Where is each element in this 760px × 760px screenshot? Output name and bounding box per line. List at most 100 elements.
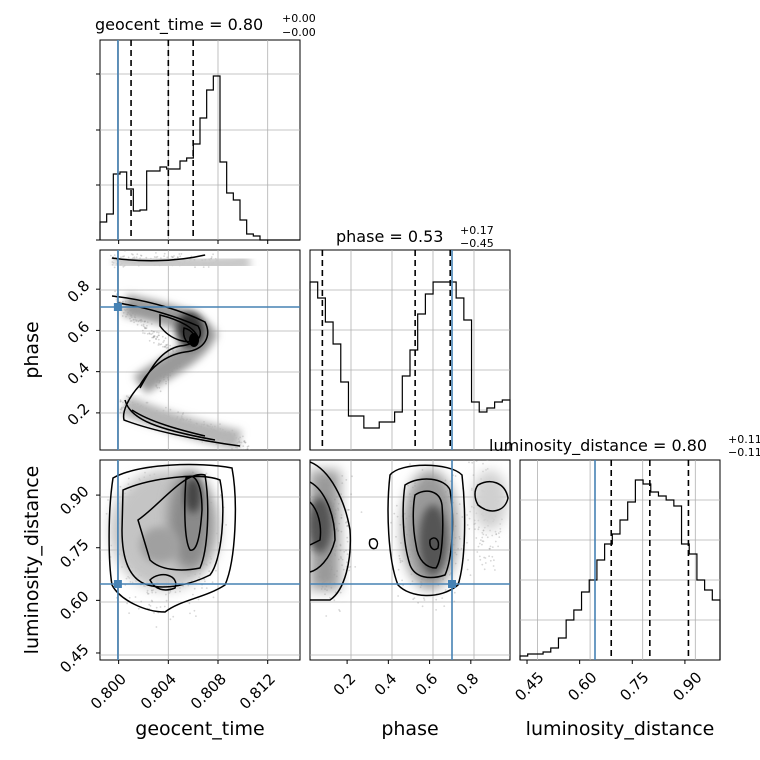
xtick-labels-luminosity: 0.45 0.60 0.75 0.90 [511, 668, 705, 704]
scatter-pt-gp-522 [120, 408, 123, 411]
ytick-labels-luminosity: 0.45 0.60 0.75 0.90 [56, 482, 92, 676]
ytick-label-phase-2: 0.6 [64, 318, 94, 348]
scatter-pt-pl-377 [346, 524, 349, 527]
scatter-pt-gl-527 [203, 578, 206, 581]
scatter-pt-gp-143 [163, 252, 166, 255]
ytick-labels-phase: 0.2 0.4 0.6 0.8 [64, 277, 94, 430]
scatter-pt-gp-409 [150, 333, 153, 336]
scatter-pt-pl-30 [395, 504, 398, 507]
scatter-pt-gp-303 [144, 327, 147, 329]
scatter-pt-gp-255 [165, 347, 168, 349]
scatter-pt-pl-505 [346, 540, 349, 543]
scatter-pt-gp-408 [180, 253, 183, 255]
scatter-pt-pl-185 [407, 484, 409, 487]
scatter-pt-gl-340 [187, 584, 190, 587]
scatter-pt-gp-100 [141, 320, 144, 322]
scatter-pt-gl-648 [148, 603, 151, 606]
scatter-pt-pl-327 [474, 522, 477, 525]
density-geocent-time-luminosity [110, 470, 220, 590]
scatter-pt-gp-425 [155, 337, 157, 340]
quantiles-phase [321, 250, 452, 450]
scatter-pt-gl-130 [174, 591, 177, 594]
scatter-pt-gp-38 [153, 335, 156, 337]
scatter-pt-pl-436 [457, 547, 459, 550]
scatter-pt-pl-395 [339, 544, 342, 547]
xtick-label-lum-3: 0.90 [669, 668, 705, 704]
scatter-pt-gl-29 [127, 483, 130, 485]
diag-panel-luminosity-distance: luminosity_distance = 0.80 +0.11 −0.11 [489, 433, 760, 664]
title-sub-luminosity-distance: −0.11 [728, 446, 760, 459]
ylabel-luminosity-distance: luminosity_distance [21, 466, 43, 655]
xtick-labels-geocent-time: 0.800 0.804 0.808 0.812 [87, 670, 279, 713]
scatter-pt-gp-243 [140, 320, 142, 323]
scatter-pt-pl-31 [475, 537, 478, 539]
scatter-pt-gl-314 [193, 587, 196, 590]
scatter-pt-gl-376 [197, 598, 200, 601]
scatter-pt-gl-343 [110, 544, 113, 547]
scatter-pt-pl-405 [412, 598, 415, 601]
scatter-pt-gp-149 [164, 345, 166, 348]
ytick-label-lum-2: 0.75 [56, 535, 92, 571]
scatter-pt-gp-646 [161, 335, 164, 338]
scatter-pt-pl-563 [444, 589, 447, 591]
xtick-labels-phase: 0.2 0.4 0.6 0.8 [330, 670, 483, 700]
scatter-pt-gl-611 [146, 591, 149, 594]
scatter-pt-gp-225 [152, 330, 155, 333]
scatter-pt-pl-484 [485, 534, 488, 536]
scatter-pt-pl-411 [477, 545, 480, 548]
scatter-pt-gp-406 [119, 399, 122, 401]
scatter-pt-pl-224 [345, 479, 348, 481]
title-phase: phase = 0.53 [336, 227, 443, 246]
scatter-pt-gl-234 [128, 596, 131, 599]
truth-marker-gl [113, 580, 122, 588]
scatter-pt-pl-527 [492, 565, 495, 567]
scatter-pt-pl-616 [488, 555, 490, 558]
scatter-pt-pl-174 [482, 529, 485, 532]
scatter-pt-gp-95 [246, 445, 249, 448]
title-luminosity-distance: luminosity_distance = 0.80 [489, 436, 707, 456]
contours-geocent-time-luminosity [108, 463, 237, 613]
scatter-pt-pl-641 [482, 470, 484, 473]
xtick-label-geo-1: 0.804 [137, 670, 180, 713]
scatter-pt-gp-286 [158, 334, 160, 337]
scatter-pt-pl-441 [435, 609, 437, 611]
title-sup-geocent-time: +0.00 [282, 12, 316, 25]
xtick-label-phase-3: 0.8 [453, 670, 483, 700]
scatter-pt-gp-362 [142, 325, 145, 328]
scatter-pt-gp-332 [122, 300, 124, 303]
scatter-pt-gp-620 [152, 336, 155, 339]
scatter-pt-gp-505 [155, 338, 158, 340]
scatter-pt-pl-297 [459, 537, 461, 540]
scatter-pt-pl-121 [460, 547, 463, 550]
scatter-pt-gp-47 [165, 382, 167, 385]
scatter-pt-pl-453 [340, 514, 343, 516]
scatter-pt-pl-623 [346, 561, 348, 564]
scatter-pt-gp-587 [121, 401, 124, 404]
scatter-pt-pl-426 [455, 553, 458, 556]
scatter-pt-pl-46 [481, 536, 484, 539]
scatter-pt-pl-635 [393, 512, 396, 515]
scatter-pt-gp-254 [129, 317, 131, 320]
scatter-pt-gp-568 [247, 453, 249, 455]
scatter-pt-gp-596 [244, 441, 247, 444]
scatter-pt-pl-151 [354, 566, 357, 568]
scatter-pt-pl-54 [469, 510, 471, 513]
scatter-pt-pl-427 [481, 563, 484, 566]
scatter-pt-gp-488 [145, 327, 147, 330]
scatter-pt-pl-445 [421, 469, 424, 471]
scatter-pt-pl-574 [478, 526, 480, 529]
scatter-pt-gp-6 [142, 332, 144, 334]
title-sup-phase: +0.17 [460, 224, 494, 237]
scatter-pt-gp-294 [130, 320, 133, 322]
ytick-label-phase-0: 0.2 [64, 400, 94, 430]
scatter-pt-gl-70 [168, 592, 171, 594]
scatter-pt-gl-565 [131, 581, 134, 584]
scatter-pt-gp-355 [169, 408, 172, 411]
scatter-pt-gp-10 [164, 345, 167, 348]
xtick-marks-geocent-time-diag [118, 240, 269, 244]
scatter-pt-gp-257 [143, 332, 146, 335]
scatter-pt-pl-68 [449, 480, 452, 483]
scatter-pt-gl-503 [165, 593, 167, 596]
scatter-pt-gl-628 [129, 581, 132, 583]
